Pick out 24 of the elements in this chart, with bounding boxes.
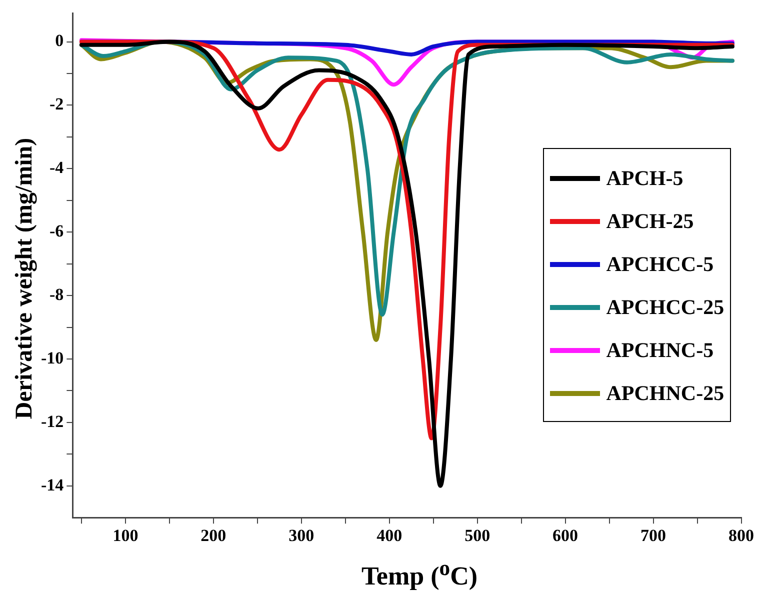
x-tick-label: 800 bbox=[728, 526, 754, 546]
y-tick-label: -12 bbox=[40, 412, 64, 431]
y-axis-title: Derivative weight (mg/min) bbox=[12, 136, 38, 422]
y-tick-label: -14 bbox=[40, 475, 64, 494]
y-tick-label: 0 bbox=[55, 31, 64, 50]
legend-label: APCHCC-5 bbox=[606, 252, 714, 278]
y-tick-label: -10 bbox=[40, 348, 64, 368]
x-tick-label: 200 bbox=[200, 526, 226, 546]
x-tick-label: 100 bbox=[112, 526, 138, 546]
x-tick-label: 700 bbox=[640, 526, 666, 546]
legend-label: APCHNC-25 bbox=[606, 381, 724, 406]
legend-label: APCH-5 bbox=[606, 166, 684, 192]
y-tick-label: -8 bbox=[49, 284, 64, 304]
x-tick-label: 300 bbox=[288, 526, 314, 546]
legend-label: APCH-25 bbox=[606, 209, 694, 234]
x-axis-title: Temp ($^{o}$C) bbox=[360, 556, 479, 592]
x-tick-label: 600 bbox=[552, 526, 578, 546]
x-tick-label: 500 bbox=[464, 526, 490, 546]
legend-label: APCHCC-25 bbox=[606, 295, 724, 320]
y-tick-label: -4 bbox=[49, 158, 64, 178]
legend-label: APCHNC-5 bbox=[606, 338, 714, 364]
x-tick-label: 400 bbox=[376, 526, 402, 546]
y-tick-label: -2 bbox=[49, 94, 64, 114]
y-tick-label: -6 bbox=[49, 221, 64, 240]
